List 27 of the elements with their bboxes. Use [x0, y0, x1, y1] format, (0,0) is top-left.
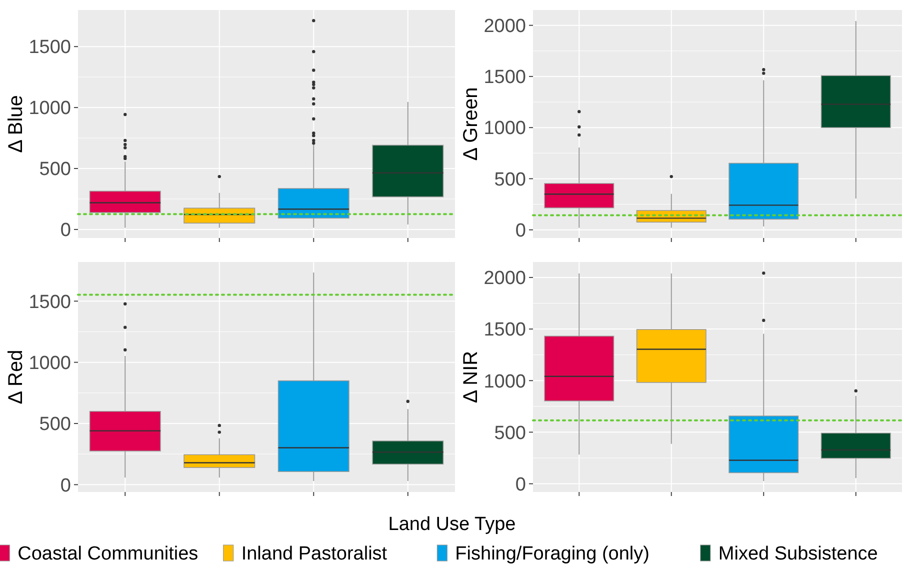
y-tick-label: 1000 — [28, 352, 71, 374]
y-tick-label: 1000 — [484, 371, 526, 392]
y-tick-label: 500 — [39, 414, 71, 436]
y-tick-label: 0 — [60, 220, 71, 242]
y-tick-label: 1500 — [484, 67, 526, 88]
y-axis-title: Δ Red — [5, 350, 27, 404]
y-tick-label: 500 — [39, 159, 71, 180]
y-axis-title: Δ Green — [460, 87, 482, 161]
y-tick-label: 1500 — [484, 320, 526, 341]
x-axis-title: Land Use Type — [388, 514, 516, 535]
y-tick-label: 1500 — [28, 292, 71, 313]
y-tick-label: 0 — [515, 220, 526, 242]
legend-label: Mixed Subsistence — [718, 544, 878, 565]
y-tick-label: 1500 — [28, 37, 71, 58]
y-tick-label: 1000 — [484, 118, 526, 140]
y-tick-label: 0 — [515, 474, 526, 496]
y-tick-label: 2000 — [484, 268, 526, 290]
y-tick-label: 1000 — [28, 98, 71, 120]
y-tick-label: 0 — [60, 475, 71, 496]
y-axis-title: Δ Blue — [5, 95, 27, 153]
legend-label: Inland Pastoralist — [241, 544, 388, 565]
y-axis-title: Δ NIR — [460, 350, 482, 404]
legend-label: Fishing/Foraging (only) — [455, 544, 650, 565]
y-tick-label: 500 — [494, 422, 526, 444]
y-tick-label: 500 — [494, 169, 526, 190]
y-tick-label: 2000 — [484, 16, 526, 37]
legend-label: Coastal Communities — [18, 544, 198, 565]
